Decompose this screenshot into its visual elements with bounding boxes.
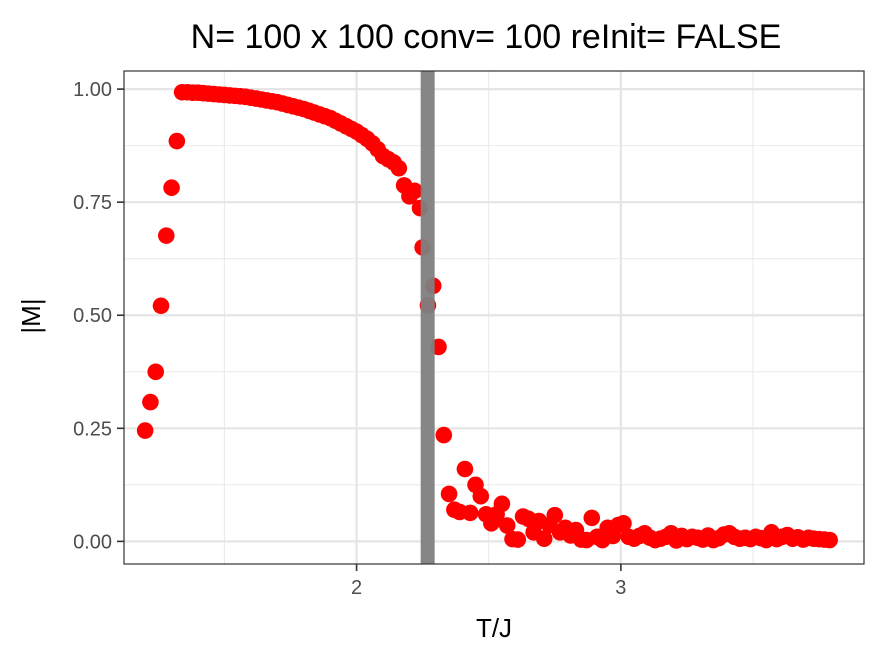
- chart-title: N= 100 x 100 conv= 100 reInit= FALSE: [191, 18, 782, 56]
- data-point: [583, 509, 601, 527]
- data-point: [152, 297, 170, 315]
- data-point: [163, 179, 180, 196]
- data-point: [456, 460, 474, 478]
- data-point: [498, 517, 516, 534]
- data-point: [493, 495, 511, 513]
- data-point: [472, 487, 490, 505]
- y-tick-label: 0.00: [73, 531, 112, 553]
- data-point: [461, 504, 479, 522]
- data-point: [390, 159, 408, 177]
- data-points: [136, 83, 838, 549]
- y-tick-label: 0.75: [73, 192, 112, 214]
- y-tick-label: 0.25: [73, 418, 112, 440]
- grid-lines: [124, 71, 864, 564]
- data-point: [535, 530, 553, 547]
- data-point: [615, 514, 632, 532]
- x-tick-label: 2: [351, 577, 362, 599]
- data-point: [509, 531, 527, 548]
- data-point: [546, 506, 564, 524]
- x-tick-label: 3: [615, 577, 626, 599]
- data-point: [168, 132, 186, 150]
- data-point: [406, 182, 424, 200]
- axis-ticks: 0.00 0.25 0.50 0.75 1.00 2 3: [73, 79, 626, 599]
- y-tick-label: 0.50: [73, 305, 112, 327]
- data-point: [142, 393, 159, 411]
- y-axis-label: |M|: [16, 298, 46, 333]
- data-point: [147, 363, 165, 381]
- data-point: [821, 531, 838, 549]
- data-point: [157, 227, 175, 244]
- data-point: [440, 485, 458, 503]
- data-point: [136, 422, 154, 439]
- y-tick-label: 1.00: [73, 79, 112, 101]
- x-axis-label: T/J: [476, 613, 512, 643]
- panel-border: [123, 70, 865, 565]
- data-point: [435, 426, 453, 444]
